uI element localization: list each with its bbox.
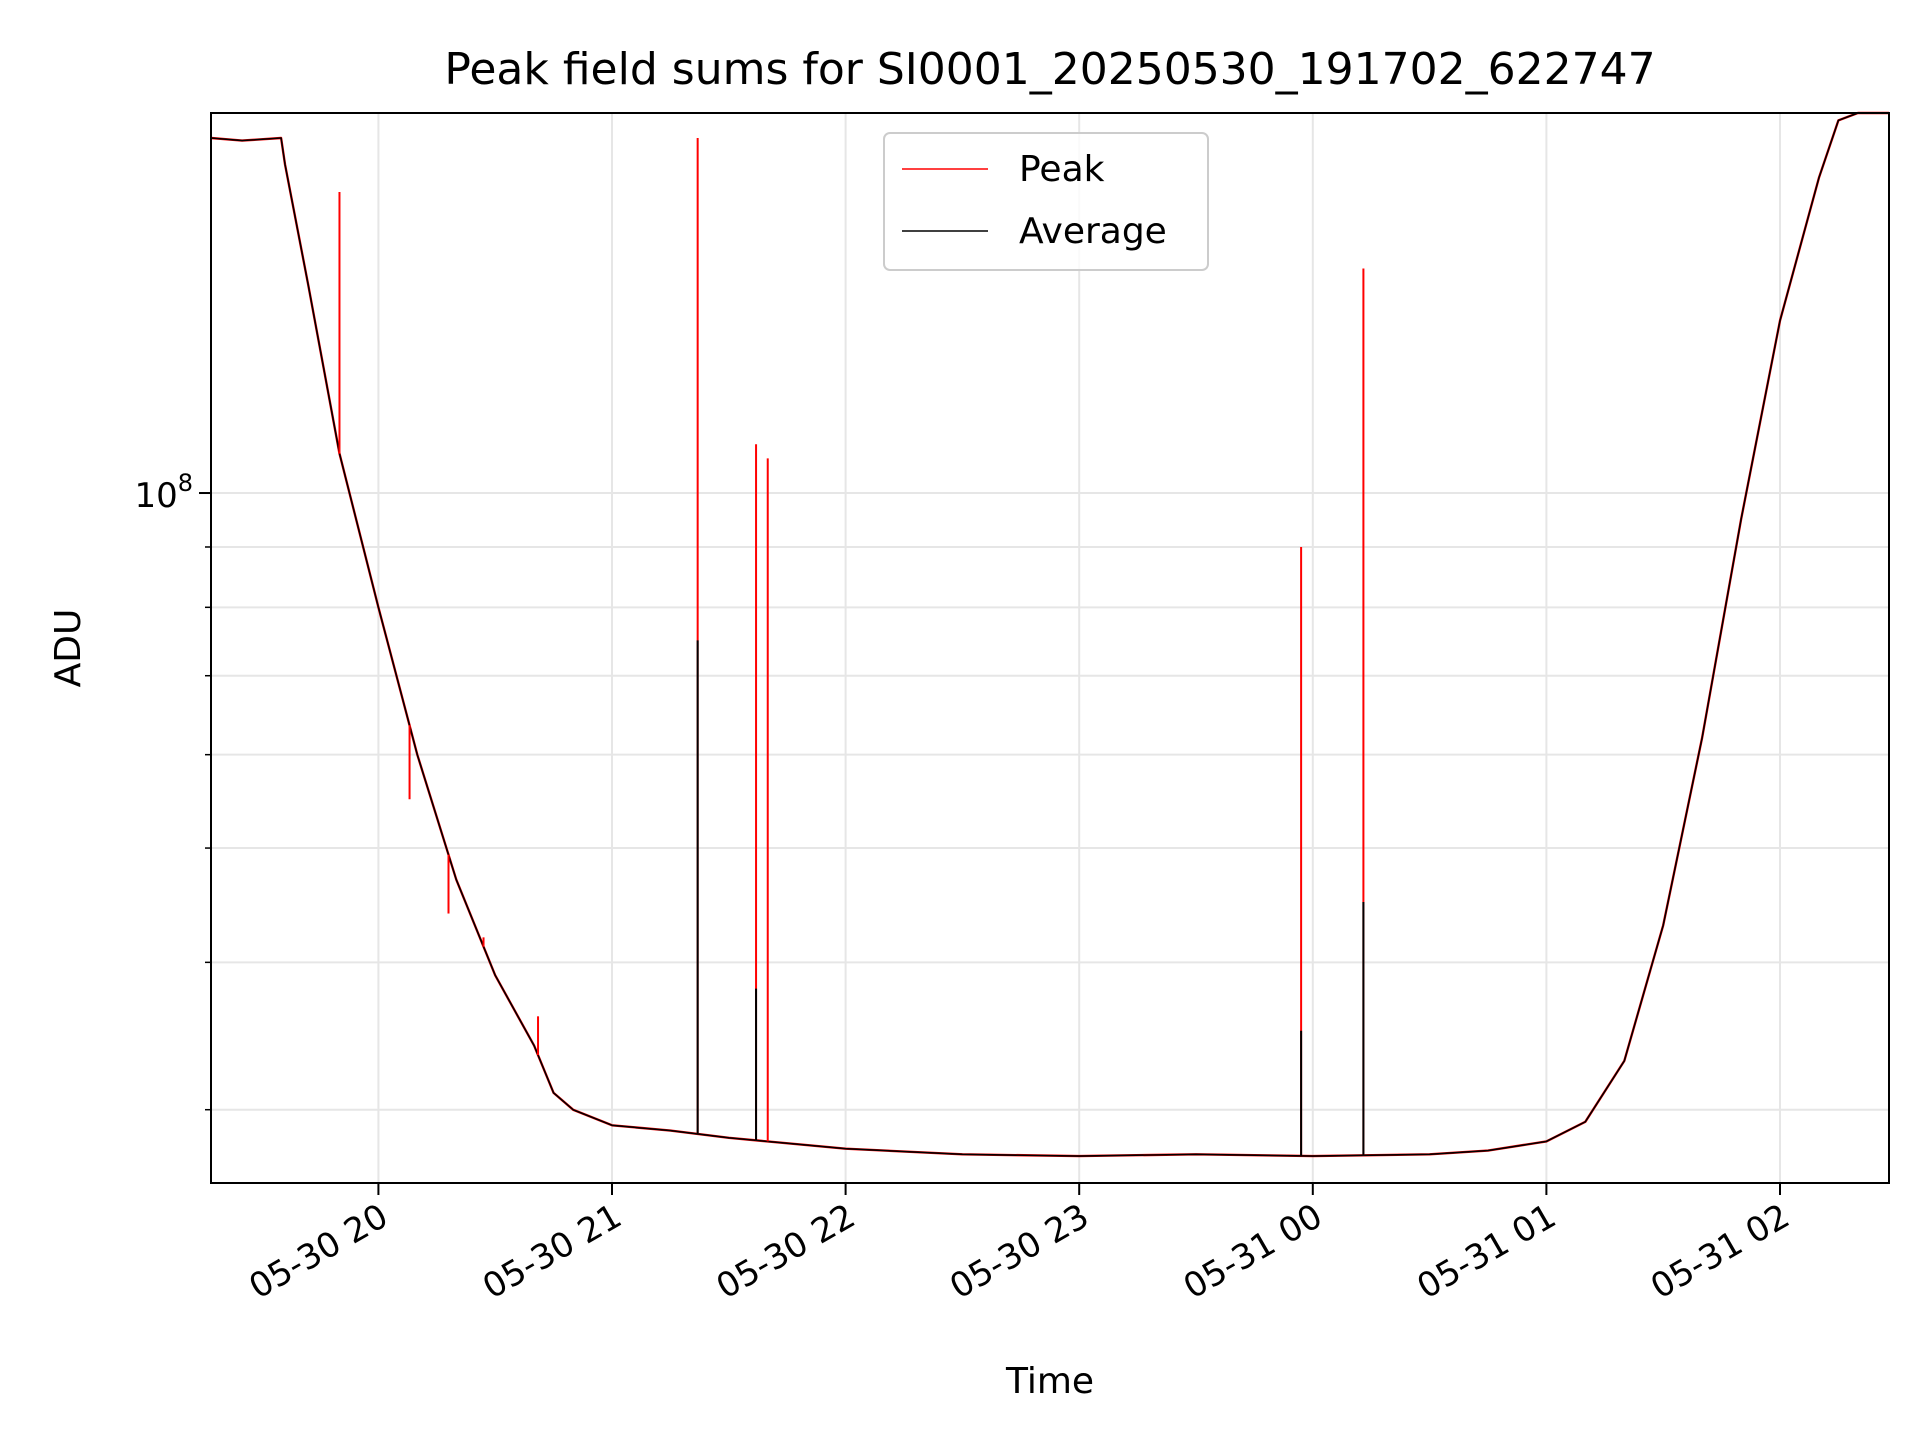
y-axis-ticks: 108 [134,469,211,1111]
x-axis-label: Time [1005,1361,1094,1402]
plot-frame [210,112,1890,1184]
series-line-average [210,112,1889,1157]
y-axis-label: ADU [48,609,89,688]
legend: Peak Average [883,132,1209,271]
chart-title: Peak field sums for SI0001_20250530_1917… [444,44,1655,95]
legend-peak-label: Peak [1019,149,1105,190]
legend-average-label: Average [1019,211,1167,252]
y-tick-label: 108 [134,469,193,516]
series-lines [210,111,1889,1158]
legend-box [883,132,1209,271]
